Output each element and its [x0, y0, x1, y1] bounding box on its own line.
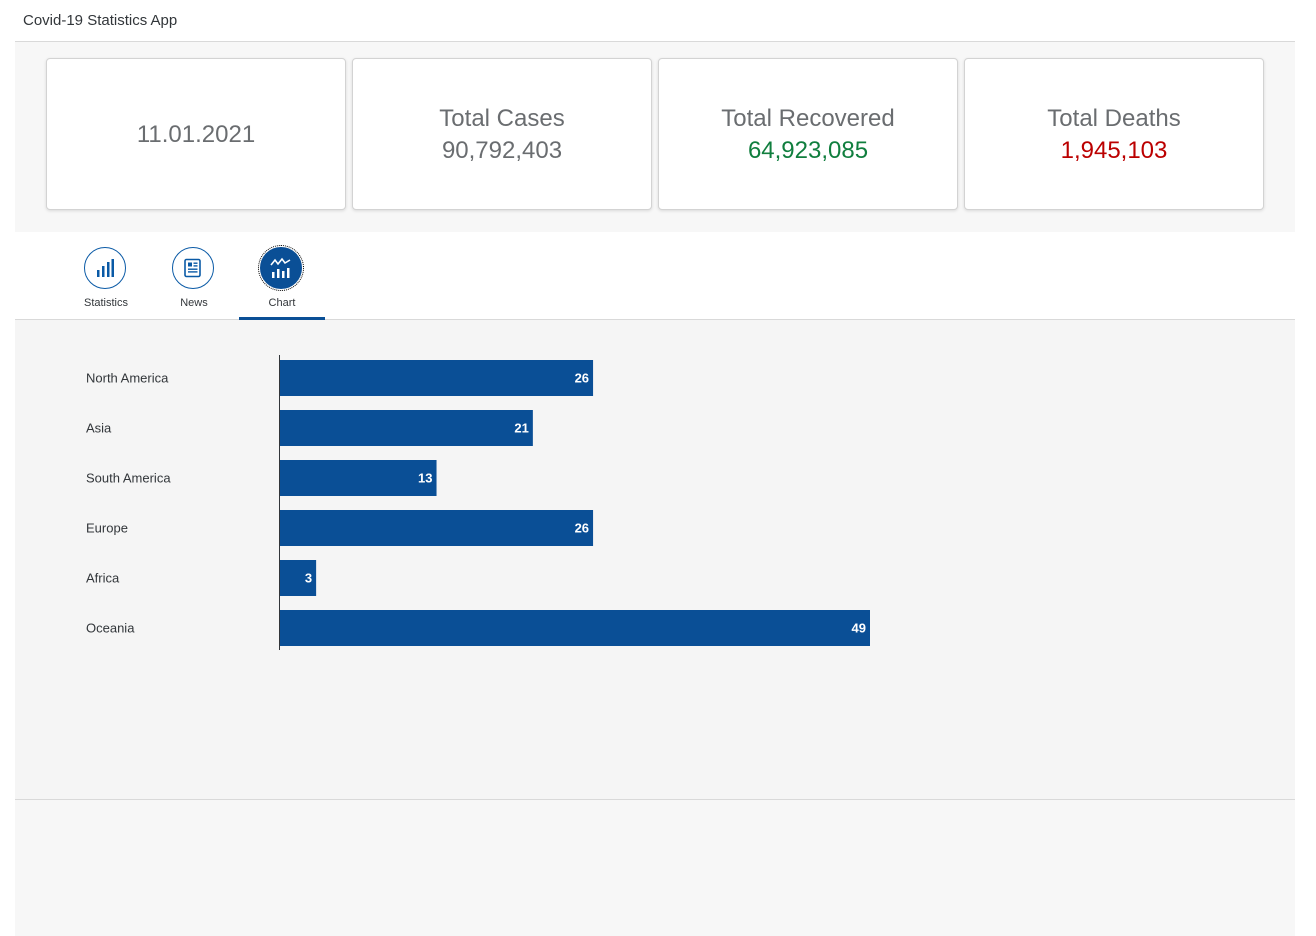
app-header: Covid-19 Statistics App — [15, 0, 1295, 42]
tab-statistics-label: Statistics — [83, 297, 128, 309]
total-cases-value: 90,792,403 — [441, 137, 563, 164]
summary-tiles: 11.01.2021 Total Cases 90,792,403 Total … — [46, 58, 1266, 210]
total-recovered-tile: Total Recovered 64,923,085 — [658, 58, 958, 210]
bar[interactable] — [280, 360, 594, 396]
total-deaths-tile: Total Deaths 1,945,103 — [964, 58, 1264, 210]
data-label: 26 — [575, 521, 589, 536]
date-value: 11.01.2021 — [136, 121, 256, 148]
bar[interactable] — [280, 510, 594, 546]
data-label: 26 — [575, 371, 589, 386]
total-cases-label: Total Cases — [439, 105, 565, 132]
data-label: 21 — [514, 421, 528, 436]
tab-chart-label: Chart — [268, 297, 296, 309]
data-label: 49 — [852, 621, 866, 636]
footer-area — [15, 800, 1295, 936]
icon-tab-bar: Statistics News — [15, 232, 1295, 320]
tab-statistics[interactable]: Statistics — [63, 246, 149, 320]
tab-statistics-circle — [84, 247, 126, 289]
category-label: South America — [86, 471, 171, 486]
line-bar-chart-icon — [270, 257, 291, 278]
category-label: North America — [86, 371, 169, 386]
category-label: Asia — [86, 421, 112, 436]
bar-chart-icon — [97, 259, 114, 277]
data-label: 3 — [305, 571, 312, 586]
tab-chart-circle — [258, 245, 304, 291]
app-shell: Covid-19 Statistics App 11.01.2021 Total… — [15, 0, 1295, 936]
tab-news-circle — [172, 247, 214, 289]
bar[interactable] — [280, 410, 533, 446]
category-label: Oceania — [86, 621, 135, 636]
total-recovered-label: Total Recovered — [721, 105, 895, 132]
tab-chart[interactable]: Chart — [239, 245, 325, 320]
data-label: 13 — [418, 471, 432, 486]
date-tile: 11.01.2021 — [46, 58, 346, 210]
bar[interactable] — [280, 460, 437, 496]
app-title: Covid-19 Statistics App — [23, 12, 178, 29]
bar[interactable] — [280, 560, 317, 596]
total-deaths-value: 1,945,103 — [1060, 137, 1168, 164]
category-label: Africa — [86, 571, 120, 586]
total-recovered-value: 64,923,085 — [747, 137, 869, 164]
newspaper-icon — [184, 258, 201, 278]
tab-news[interactable]: News — [151, 246, 237, 320]
category-label: Europe — [86, 521, 128, 536]
tab-news-label: News — [180, 297, 208, 309]
total-cases-tile: Total Cases 90,792,403 — [352, 58, 652, 210]
total-deaths-label: Total Deaths — [1047, 105, 1181, 132]
chart-panel: North America 26 Asia 21 South America 13 Euro… — [15, 320, 1295, 800]
bar[interactable] — [280, 610, 870, 646]
selected-tab-indicator — [239, 317, 325, 320]
bar-chart: North America 26 Asia 21 South America 13 Euro… — [86, 355, 870, 650]
